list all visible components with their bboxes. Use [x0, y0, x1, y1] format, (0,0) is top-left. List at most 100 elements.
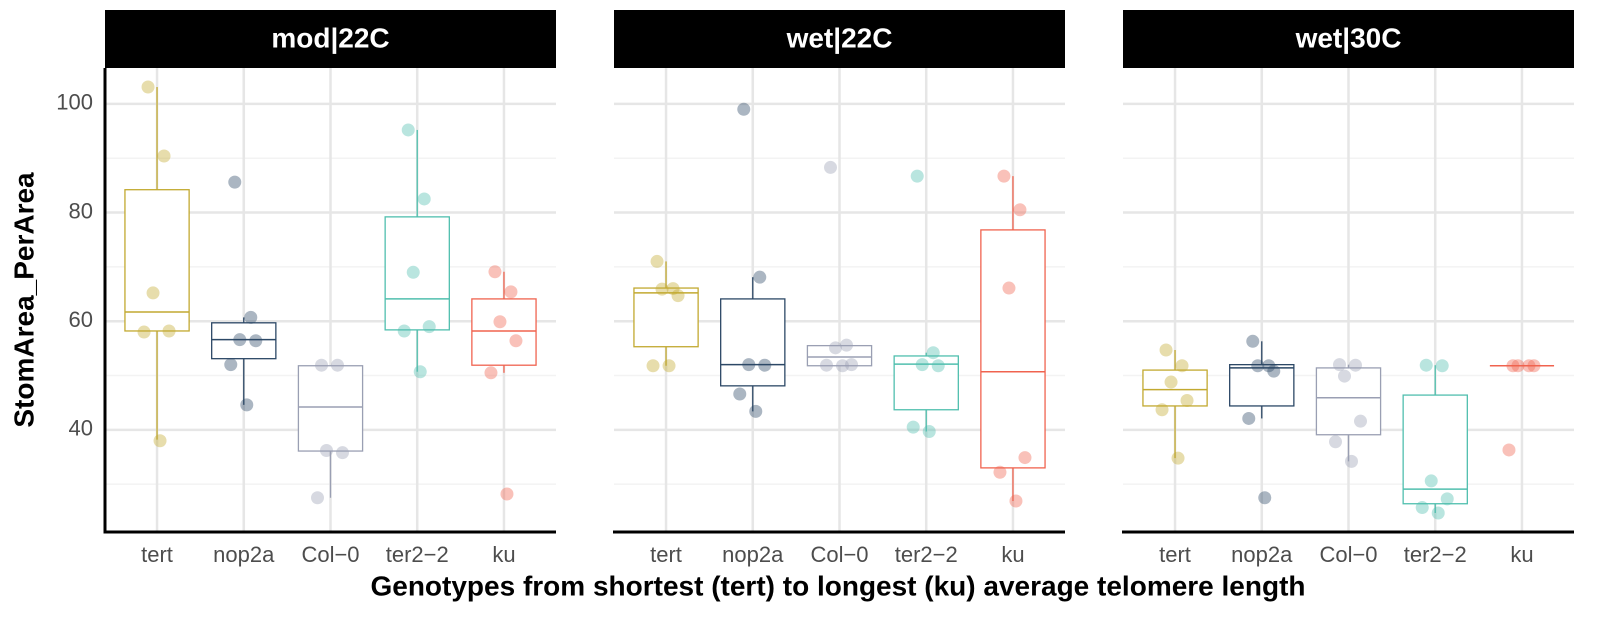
point: [137, 325, 151, 339]
point: [1345, 454, 1358, 468]
point: [1415, 501, 1429, 515]
box: [1402, 394, 1468, 505]
point: [488, 265, 502, 279]
point: [753, 270, 767, 284]
point: [1262, 359, 1276, 373]
point: [233, 333, 247, 347]
point: [240, 398, 254, 412]
point: [749, 404, 763, 418]
box: [384, 216, 450, 331]
y-tick-label: 80: [69, 198, 93, 223]
x-tick-label: Col−0: [810, 542, 868, 567]
box: [471, 298, 537, 366]
point: [1506, 359, 1520, 373]
box: [1229, 364, 1295, 407]
point: [509, 334, 523, 348]
point: [1258, 491, 1272, 505]
point: [141, 80, 155, 94]
point: [1164, 375, 1178, 389]
point: [1338, 369, 1351, 383]
point: [910, 169, 924, 183]
x-tick-label: Col−0: [1319, 542, 1377, 567]
x-tick-label: tert: [1159, 542, 1191, 567]
x-tick-label: ter2−2: [386, 542, 449, 567]
point: [336, 446, 349, 460]
point: [926, 346, 940, 360]
x-tick-label: ku: [1510, 542, 1533, 567]
point: [1251, 359, 1265, 373]
point: [413, 365, 427, 379]
point: [1013, 203, 1027, 217]
point: [1155, 403, 1169, 417]
box: [297, 365, 364, 452]
point: [737, 102, 751, 116]
point: [845, 358, 858, 372]
point: [646, 359, 660, 373]
x-axis-title: Genotypes from shortest (tert) to longes…: [370, 570, 1305, 601]
facet-title: wet|30C: [1295, 22, 1402, 53]
point: [157, 149, 171, 163]
x-tick-label: ku: [1001, 542, 1024, 567]
y-axis-title: StomArea_PerArea: [8, 172, 39, 428]
point: [249, 334, 263, 348]
x-tick-label: Col−0: [301, 542, 359, 567]
point: [397, 324, 411, 338]
point: [655, 282, 669, 296]
point: [406, 265, 420, 279]
box: [980, 229, 1046, 469]
point: [244, 310, 258, 324]
x-tick-label: nop2a: [213, 542, 275, 567]
box: [720, 298, 786, 387]
facet-strip: [105, 10, 556, 68]
point: [401, 123, 415, 137]
x-tick-label: nop2a: [1231, 542, 1293, 567]
point: [758, 358, 772, 372]
box: [1142, 369, 1208, 407]
x-tick-label: tert: [650, 542, 682, 567]
point: [1002, 281, 1016, 295]
point: [493, 315, 507, 329]
point: [1180, 394, 1194, 408]
point: [224, 358, 238, 372]
point: [311, 491, 324, 505]
point: [331, 358, 344, 372]
point: [504, 285, 518, 299]
point: [1267, 364, 1281, 378]
point: [1171, 451, 1185, 465]
x-tick-label: ku: [492, 542, 515, 567]
point: [1242, 411, 1256, 425]
facet-title: mod|22C: [271, 22, 389, 53]
point: [146, 286, 160, 300]
box: [211, 322, 277, 360]
point: [650, 254, 664, 268]
point: [153, 434, 167, 448]
point: [906, 420, 920, 434]
point: [315, 358, 328, 372]
facet-strip: [1123, 10, 1574, 68]
point: [824, 160, 837, 174]
point: [1175, 359, 1189, 373]
point: [993, 465, 1007, 479]
box: [124, 189, 190, 332]
point: [1246, 334, 1260, 348]
point: [662, 359, 676, 373]
point: [1159, 343, 1173, 357]
point: [1502, 443, 1516, 457]
x-tick-label: ter2−2: [1404, 542, 1467, 567]
point: [829, 341, 842, 355]
point: [162, 324, 176, 338]
point: [922, 424, 936, 438]
point: [1511, 359, 1525, 373]
point: [1440, 492, 1454, 506]
point: [666, 282, 680, 296]
x-tick-label: tert: [141, 542, 173, 567]
point: [1349, 358, 1362, 372]
x-tick-label: nop2a: [722, 542, 784, 567]
box: [633, 287, 699, 348]
point: [484, 366, 498, 380]
point: [1527, 359, 1541, 373]
box: [806, 344, 873, 367]
facet-title: wet|22C: [786, 22, 893, 53]
facet-strip: [614, 10, 1065, 68]
point: [320, 444, 333, 458]
